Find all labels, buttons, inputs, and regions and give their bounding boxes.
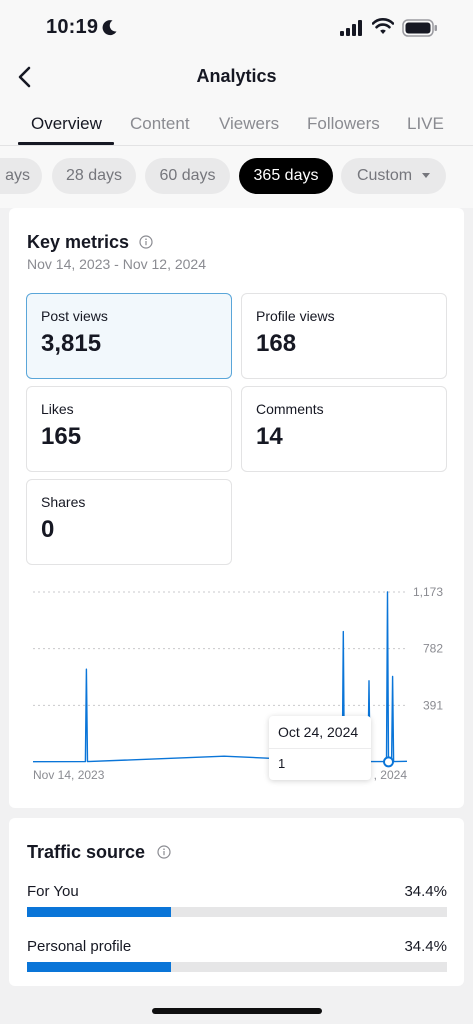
y-tick-label: 782	[423, 642, 443, 656]
post-views-chart[interactable]: 1,173 782 391 Nov 14, 2023 , 2024	[27, 582, 447, 782]
range-chip-label: Custom	[356, 167, 413, 184]
traffic-source-name: Personal profile	[27, 938, 132, 955]
traffic-bar-track	[27, 907, 447, 917]
nav-bar: Analytics	[0, 56, 473, 98]
metric-post-views[interactable]: Post views 3,815	[26, 293, 232, 379]
traffic-source-percent: 34.4%	[404, 883, 447, 900]
page-title: Analytics	[196, 66, 277, 86]
selected-point-marker[interactable]	[383, 756, 395, 768]
range-chip-label: 28 days	[65, 167, 123, 184]
metric-likes[interactable]: Likes 165	[26, 386, 232, 472]
key-metrics-card: Key metrics Nov 14, 2023 - Nov 12, 2024 …	[9, 208, 464, 808]
info-icon[interactable]	[139, 235, 153, 249]
tab-live[interactable]: LIVE	[407, 114, 444, 133]
key-metrics-title: Key metrics	[27, 232, 130, 252]
traffic-bar-track	[27, 962, 447, 972]
metric-label: Shares	[41, 494, 86, 510]
tab-followers[interactable]: Followers	[307, 114, 380, 133]
traffic-source-name: For You	[27, 883, 79, 900]
caret-down-icon	[422, 173, 431, 179]
back-icon[interactable]	[14, 64, 36, 90]
tab-active-indicator	[18, 142, 114, 145]
range-chip-label: ays	[5, 167, 30, 184]
range-chip-60-days[interactable]: 60 days	[145, 158, 230, 194]
y-tick-label: 1,173	[413, 585, 443, 599]
tab-viewers[interactable]: Viewers	[219, 114, 280, 133]
range-chip-28-days[interactable]: 28 days	[52, 158, 136, 194]
range-chip-custom[interactable]: Custom	[341, 158, 446, 194]
tab-bar: Overview Content Viewers Followers LIVE	[0, 98, 473, 146]
metric-comments[interactable]: Comments 14	[241, 386, 447, 472]
range-chip-7-days[interactable]: ays	[0, 158, 42, 194]
battery-icon	[402, 19, 437, 37]
x-tick-label-start: Nov 14, 2023	[33, 768, 105, 782]
info-icon[interactable]	[157, 845, 171, 859]
metric-shares[interactable]: Shares 0	[26, 479, 232, 565]
traffic-source-title: Traffic source	[27, 842, 146, 862]
date-range-selector: ays 28 days 60 days 365 days Custom	[0, 146, 473, 208]
range-chip-365-days[interactable]: 365 days	[239, 158, 333, 194]
tab-overview[interactable]: Overview	[31, 114, 102, 133]
tab-content[interactable]: Content	[130, 114, 190, 133]
date-range-label: Nov 14, 2023 - Nov 12, 2024	[27, 256, 207, 272]
tooltip-date: Oct 24, 2024	[278, 724, 359, 740]
status-time: 10:19	[46, 16, 99, 38]
metric-value: 14	[256, 423, 283, 450]
tooltip-value: 1	[278, 756, 286, 771]
x-tick-label-end: , 2024	[374, 768, 408, 782]
traffic-source-percent: 34.4%	[404, 938, 447, 955]
metric-value: 165	[41, 423, 82, 450]
metric-value: 168	[256, 330, 297, 357]
metric-profile-views[interactable]: Profile views 168	[241, 293, 447, 379]
wifi-icon	[372, 18, 394, 34]
range-chip-label: 60 days	[159, 167, 216, 184]
metric-label: Profile views	[256, 308, 335, 324]
metric-label: Comments	[256, 401, 324, 417]
tooltip-divider	[269, 748, 371, 749]
traffic-bar-fill	[27, 907, 172, 917]
metric-label: Post views	[41, 308, 108, 324]
signal-icon	[340, 20, 362, 36]
traffic-bar-fill	[27, 962, 172, 972]
range-chip-label: 365 days	[253, 167, 319, 184]
y-tick-label: 391	[423, 698, 443, 712]
moon-icon	[102, 20, 117, 36]
chart-tooltip: Oct 24, 2024 1	[269, 716, 371, 780]
home-indicator	[152, 1008, 322, 1014]
metric-label: Likes	[41, 401, 74, 417]
status-bar: 10:19	[0, 0, 473, 56]
metric-value: 3,815	[41, 330, 102, 357]
metric-value: 0	[41, 516, 55, 543]
traffic-source-card: Traffic source For You 34.4% Personal pr…	[9, 818, 464, 986]
